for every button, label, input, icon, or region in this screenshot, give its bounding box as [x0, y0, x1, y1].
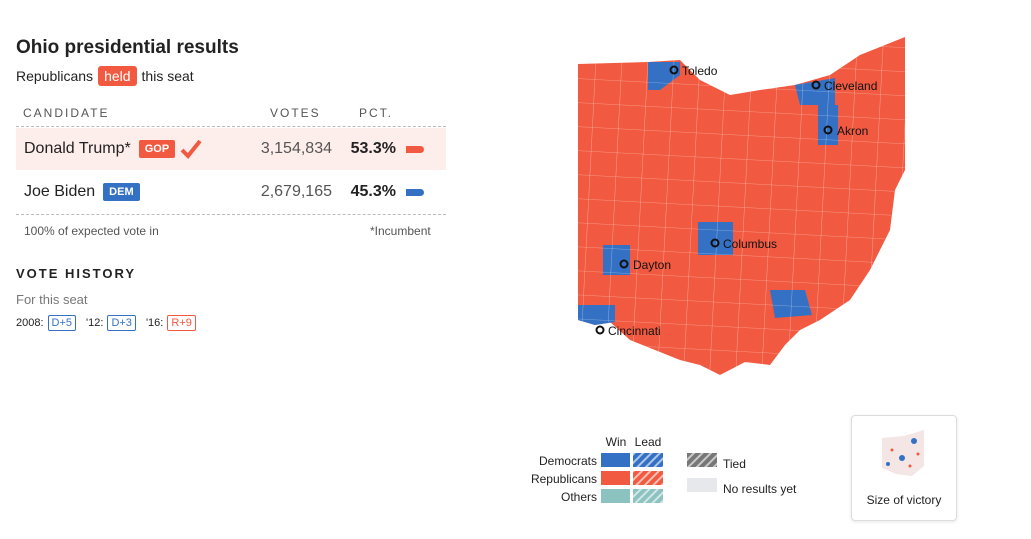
party-badge: GOP — [138, 140, 176, 158]
section-title: VOTE HISTORY — [16, 266, 137, 281]
size-of-victory-button[interactable]: Size of victory — [851, 415, 957, 521]
history-year: 2008: — [16, 317, 44, 329]
city-label: Columbus — [723, 237, 777, 251]
candidate-name: Donald Trump* — [24, 140, 131, 157]
city-dot — [595, 325, 605, 335]
footnote: 100% of expected vote in — [24, 224, 159, 238]
legend-swatch — [633, 471, 663, 485]
legend-column: Win — [606, 435, 627, 449]
divider — [16, 214, 446, 215]
legend-label: Democrats — [539, 454, 597, 468]
column-header: PCT. — [359, 106, 394, 120]
candidate-row: Donald Trump* GOP 3,154,834 53.3% — [16, 128, 446, 170]
percent: 53.3% — [350, 140, 396, 157]
city-label: Cleveland — [824, 79, 877, 93]
city-dot — [811, 80, 821, 90]
city-dot — [669, 65, 679, 75]
candidate-name: Joe Biden — [24, 183, 96, 200]
legend: Win Lead Democrats Republicans Others Ti… — [531, 435, 797, 504]
county-lines — [578, 37, 905, 375]
city-label: Dayton — [633, 258, 671, 272]
subtitle: Republicans held this seat — [16, 66, 194, 86]
city-dot — [619, 259, 629, 269]
legend-swatch — [601, 489, 630, 503]
ohio-map — [578, 37, 905, 375]
city-labels: Toledo Cleveland Akron Columbus Dayton C… — [595, 64, 877, 338]
candidate-row: Joe Biden DEM 2,679,165 45.3% — [16, 171, 446, 213]
column-header: VOTES — [270, 106, 321, 120]
percent-pill — [406, 188, 424, 196]
icon-dot — [886, 462, 890, 466]
legend-swatch — [601, 453, 630, 467]
legend-column: Lead — [635, 435, 662, 449]
votes: 2,679,165 — [260, 183, 332, 200]
footnote: *Incumbent — [370, 224, 431, 238]
votes: 3,154,834 — [260, 140, 332, 157]
icon-dot — [890, 448, 894, 452]
history-margin: D+5 — [47, 315, 77, 331]
section-subtitle: For this seat — [16, 292, 88, 307]
divider — [16, 126, 446, 127]
icon-dot — [899, 455, 905, 461]
legend-label: Republicans — [531, 472, 597, 486]
legend-swatch — [687, 453, 717, 467]
icon-dot — [911, 438, 917, 444]
history-year: '16: — [145, 317, 164, 329]
title: Ohio presidential results — [16, 37, 239, 58]
history-margin: D+3 — [107, 315, 136, 331]
vote-history: 2008: D+5 '12: D+3 '16: R+9 — [16, 315, 202, 331]
city-label: Toledo — [682, 64, 718, 78]
subtitle-text: Republicans — [16, 68, 94, 84]
legend-swatch — [687, 478, 717, 492]
subtitle-text: this seat — [141, 68, 194, 84]
city-dot — [710, 238, 720, 248]
party-badge: DEM — [103, 183, 140, 201]
percent-pill — [406, 145, 424, 153]
legend-label: No results yet — [723, 482, 797, 496]
legend-label: Others — [561, 490, 597, 504]
icon-dot — [908, 464, 912, 468]
history-year: '12: — [86, 317, 104, 329]
city-label: Akron — [837, 124, 868, 138]
history-margin: R+9 — [167, 315, 196, 331]
button-label: Size of victory — [866, 493, 942, 507]
legend-swatch — [633, 489, 663, 503]
legend-swatch — [601, 471, 630, 485]
city-label: Cincinnati — [608, 324, 661, 338]
icon-dot — [916, 452, 920, 456]
status-badge: held — [98, 66, 137, 86]
winner-check — [180, 139, 202, 159]
percent: 45.3% — [350, 183, 396, 200]
column-header: CANDIDATE — [23, 106, 110, 120]
legend-swatch — [633, 453, 663, 467]
city-dot — [823, 125, 833, 135]
button-icon — [882, 430, 924, 476]
legend-label: Tied — [723, 457, 746, 471]
